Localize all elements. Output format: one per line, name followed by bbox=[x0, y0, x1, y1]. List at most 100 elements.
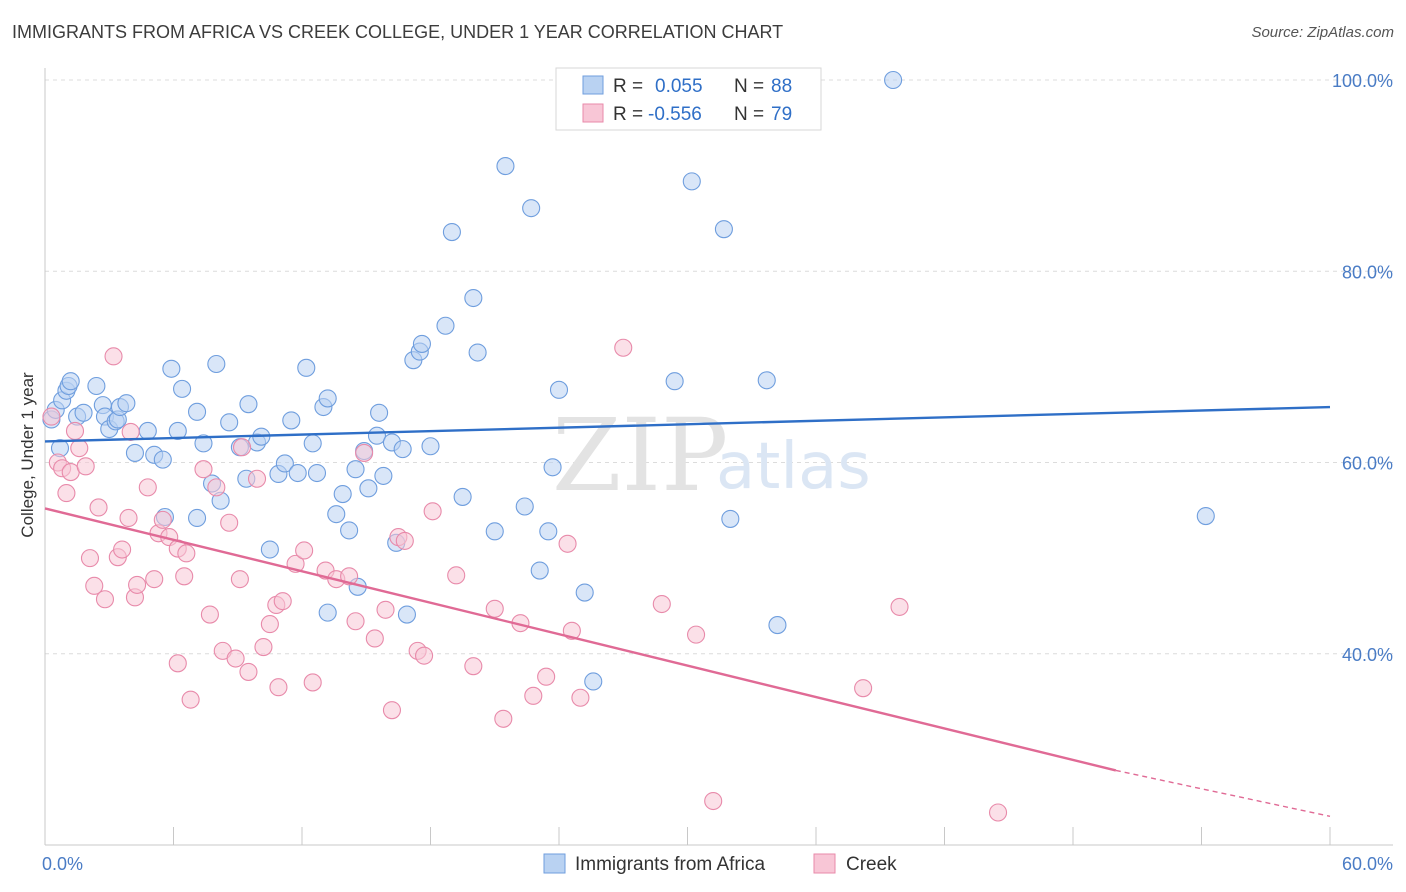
point-blue bbox=[575, 583, 594, 602]
point-pink bbox=[104, 347, 123, 366]
point-pink bbox=[355, 443, 374, 462]
trend-line-pink bbox=[44, 507, 1117, 772]
point-pink bbox=[704, 791, 723, 811]
point-blue bbox=[153, 450, 172, 469]
point-pink bbox=[95, 590, 115, 609]
point-pink bbox=[269, 678, 288, 697]
point-pink bbox=[382, 701, 402, 720]
point-blue bbox=[442, 222, 461, 242]
point-blue bbox=[393, 440, 412, 459]
point-pink bbox=[447, 566, 466, 585]
point-blue bbox=[173, 379, 192, 398]
point-pink bbox=[464, 657, 483, 676]
point-pink bbox=[571, 688, 590, 707]
point-pink bbox=[175, 567, 194, 586]
legend-r-value-blue: 0.055 bbox=[655, 76, 703, 97]
point-blue bbox=[543, 458, 562, 477]
point-pink bbox=[524, 686, 543, 705]
point-pink bbox=[558, 534, 577, 553]
point-pink bbox=[260, 615, 279, 634]
point-blue bbox=[370, 403, 389, 422]
point-blue bbox=[397, 605, 416, 624]
point-blue bbox=[757, 371, 776, 390]
legend-r-label-pink: R = bbox=[613, 104, 643, 125]
point-blue bbox=[682, 172, 701, 191]
point-blue bbox=[188, 508, 207, 528]
point-blue bbox=[239, 395, 258, 414]
y-tick-label: 100.0% bbox=[1332, 71, 1393, 91]
point-blue bbox=[515, 497, 534, 516]
point-pink bbox=[200, 605, 219, 624]
legend-bottom-swatch-blue bbox=[543, 853, 566, 874]
legend-bottom: Immigrants from Africa Creek bbox=[543, 853, 897, 875]
point-pink bbox=[70, 439, 89, 458]
point-blue bbox=[288, 463, 307, 483]
point-pink bbox=[376, 600, 395, 619]
point-pink bbox=[303, 673, 322, 692]
point-blue bbox=[453, 487, 472, 506]
legend-n-label-blue: N = bbox=[734, 76, 764, 97]
watermark-atlas: atlas bbox=[716, 430, 871, 504]
axes bbox=[44, 68, 1393, 846]
point-blue bbox=[87, 376, 106, 396]
point-blue bbox=[464, 288, 483, 308]
point-pink bbox=[57, 484, 76, 503]
point-blue bbox=[468, 343, 487, 362]
point-pink bbox=[181, 690, 200, 709]
point-pink bbox=[395, 531, 414, 550]
point-blue bbox=[220, 413, 239, 432]
point-pink bbox=[226, 649, 245, 668]
x-tick-label: 0.0% bbox=[42, 854, 83, 874]
point-blue bbox=[117, 394, 136, 413]
point-pink bbox=[890, 597, 909, 616]
legend-bottom-label-blue: Immigrants from Africa bbox=[575, 854, 765, 875]
legend-swatch-blue bbox=[582, 75, 604, 95]
source-credit: Source: ZipAtlas.com bbox=[1251, 24, 1394, 41]
point-pink bbox=[687, 625, 706, 644]
trend-line-pink-extension bbox=[1115, 769, 1331, 817]
y-axis-label: College, Under 1 year bbox=[18, 372, 37, 538]
point-pink bbox=[254, 638, 273, 657]
legend-top: R = 0.055 N = 88 R = -0.556 N = 79 bbox=[555, 67, 822, 131]
y-tick-label: 80.0% bbox=[1342, 262, 1393, 282]
point-blue bbox=[496, 157, 515, 176]
point-blue bbox=[340, 521, 359, 540]
series-immigrants-from-africa bbox=[42, 70, 1215, 691]
point-pink bbox=[239, 662, 258, 681]
point-pink bbox=[113, 540, 132, 559]
point-blue bbox=[318, 389, 337, 408]
point-blue bbox=[282, 411, 301, 430]
point-blue bbox=[207, 354, 226, 374]
point-blue bbox=[346, 460, 365, 479]
legend-n-value-blue: 88 bbox=[771, 76, 792, 97]
point-blue bbox=[125, 443, 144, 462]
point-blue bbox=[275, 454, 294, 473]
point-blue bbox=[768, 616, 787, 635]
point-pink bbox=[128, 575, 147, 594]
point-pink bbox=[346, 612, 365, 631]
point-blue bbox=[665, 372, 684, 391]
point-pink bbox=[247, 469, 267, 488]
y-tick-label: 40.0% bbox=[1342, 645, 1393, 665]
point-blue bbox=[168, 421, 187, 440]
point-blue bbox=[1196, 506, 1215, 526]
point-pink bbox=[614, 338, 633, 357]
point-blue bbox=[721, 509, 740, 528]
point-blue bbox=[61, 372, 80, 391]
point-blue bbox=[162, 359, 181, 378]
point-blue bbox=[539, 522, 558, 541]
point-pink bbox=[230, 570, 249, 589]
point-blue bbox=[260, 540, 279, 559]
point-pink bbox=[65, 421, 85, 440]
point-blue bbox=[522, 199, 541, 218]
x-tick-label: 60.0% bbox=[1342, 854, 1393, 874]
point-pink bbox=[89, 498, 108, 517]
watermark: ZIP atlas bbox=[552, 397, 871, 514]
point-pink bbox=[273, 592, 292, 611]
point-blue bbox=[374, 466, 393, 485]
point-blue bbox=[714, 220, 733, 239]
point-pink bbox=[138, 478, 157, 497]
legend-bottom-swatch-pink bbox=[813, 853, 836, 874]
point-blue bbox=[307, 463, 327, 483]
